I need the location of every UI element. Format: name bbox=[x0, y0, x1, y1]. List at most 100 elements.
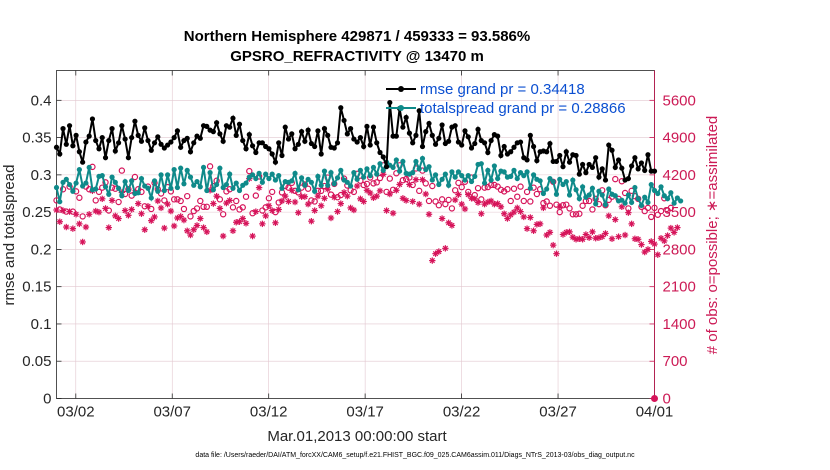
totalspread-point bbox=[191, 182, 197, 188]
y-axis-left: 0 0.05 0.1 0.15 0.2 0.25 0.3 0.35 0.4 bbox=[22, 92, 62, 408]
asterisk-stroke bbox=[227, 197, 233, 204]
obs-assimilated-point bbox=[605, 212, 612, 220]
asterisk-stroke bbox=[612, 216, 618, 223]
rmse-point bbox=[347, 126, 354, 132]
totalspread-point bbox=[145, 185, 151, 191]
obs-assimilated-point bbox=[249, 232, 256, 240]
asterisk-stroke bbox=[344, 193, 351, 199]
chart-title-line2: GPSRO_REFRACTIVITY @ 13470 m bbox=[230, 48, 484, 65]
totalspread-point bbox=[468, 178, 475, 185]
asterisk-stroke bbox=[354, 183, 360, 189]
totalspread-point bbox=[410, 170, 416, 176]
totalspread-point bbox=[351, 170, 357, 176]
asterisk-stroke bbox=[200, 224, 207, 231]
asterisk-stroke bbox=[292, 199, 298, 205]
obs-possible-point bbox=[363, 180, 371, 188]
rmse-point bbox=[357, 134, 364, 141]
totalspread-point bbox=[119, 193, 125, 199]
asterisk-stroke bbox=[459, 201, 465, 207]
asterisk-stroke bbox=[589, 229, 596, 235]
series-totalspread bbox=[53, 155, 684, 209]
obs-assimilated-point bbox=[291, 198, 299, 206]
obs-assimilated-point bbox=[187, 231, 194, 239]
obs-assimilated-point bbox=[419, 176, 426, 183]
obs-assimilated-point bbox=[465, 191, 472, 198]
obs-assimilated-point bbox=[618, 203, 626, 211]
totalspread-point bbox=[276, 173, 282, 179]
totalspread-point bbox=[161, 187, 167, 194]
rmse-point bbox=[602, 177, 609, 183]
rmse-point bbox=[331, 145, 337, 151]
asterisk-stroke bbox=[360, 198, 367, 205]
totalspread-point bbox=[204, 187, 210, 194]
totalspread-point bbox=[233, 180, 239, 186]
obs-assimilated-point bbox=[105, 224, 112, 231]
totalspread-point bbox=[178, 165, 184, 171]
asterisk-stroke bbox=[615, 233, 622, 240]
totalspread-point bbox=[249, 172, 256, 178]
rmse-point bbox=[325, 132, 331, 138]
asterisk-stroke bbox=[331, 194, 337, 200]
obs-possible-point bbox=[654, 211, 661, 218]
totalspread-point bbox=[214, 181, 220, 188]
rmse-point bbox=[429, 132, 435, 138]
asterisk-stroke bbox=[217, 205, 223, 212]
totalspread-point bbox=[664, 196, 671, 202]
totalspread-point bbox=[174, 184, 181, 191]
rmse-point bbox=[302, 138, 308, 144]
totalspread-point bbox=[432, 172, 439, 178]
totalspread-point bbox=[413, 158, 419, 165]
y-right-tick-label: 2100 bbox=[663, 279, 696, 296]
rmse-point bbox=[285, 136, 292, 142]
totalspread-point bbox=[530, 172, 537, 178]
asterisk-stroke bbox=[347, 205, 354, 211]
asterisk-stroke bbox=[664, 232, 671, 239]
obs-possible-point bbox=[317, 187, 325, 195]
obs-possible-point bbox=[523, 188, 531, 196]
obs-possible-point bbox=[304, 185, 312, 192]
asterisk-stroke bbox=[289, 187, 295, 193]
totalspread-point bbox=[318, 182, 324, 188]
rmse-point bbox=[168, 139, 174, 145]
obs-possible-point bbox=[533, 190, 541, 198]
obs-assimilated-point bbox=[184, 227, 191, 234]
obs-assimilated-point bbox=[223, 199, 230, 207]
asterisk-stroke bbox=[191, 227, 197, 233]
totalspread-point bbox=[446, 182, 452, 188]
totalspread-point bbox=[514, 175, 520, 182]
obs-assimilated-point bbox=[321, 195, 328, 202]
asterisk-stroke bbox=[387, 191, 393, 197]
totalspread-point bbox=[429, 177, 435, 183]
asterisk-stroke bbox=[481, 201, 488, 207]
asterisk-stroke bbox=[436, 248, 442, 255]
y-left-tick-label: 0.4 bbox=[31, 92, 52, 109]
obs-assimilated-point bbox=[180, 216, 188, 224]
asterisk-stroke bbox=[413, 176, 419, 183]
obs-possible-point bbox=[612, 175, 619, 183]
rmse-point bbox=[419, 143, 426, 150]
totalspread-point bbox=[580, 184, 586, 190]
asterisk-stroke bbox=[240, 215, 246, 222]
asterisk-stroke bbox=[606, 213, 612, 219]
rmse-point bbox=[593, 155, 599, 161]
asterisk-stroke bbox=[655, 252, 661, 258]
asterisk-stroke bbox=[550, 242, 556, 248]
obs-assimilated-point bbox=[56, 218, 63, 225]
data-file-footnote: data file: /Users/raeder/DAI/ATM_forcXX/… bbox=[195, 452, 635, 459]
obs-assimilated-point bbox=[314, 192, 322, 200]
totalspread-point bbox=[155, 188, 161, 194]
rmse-point bbox=[619, 165, 625, 171]
totalspread-point bbox=[364, 166, 370, 172]
obs-assimilated-point bbox=[161, 224, 168, 232]
rmse-point bbox=[426, 120, 432, 127]
totalspread-point bbox=[377, 161, 383, 167]
obs-assimilated-point bbox=[170, 222, 178, 230]
obs-assimilated-point bbox=[344, 192, 351, 200]
obs-assimilated-point bbox=[425, 211, 433, 218]
totalspread-point bbox=[187, 174, 194, 180]
x-tick-label: 03/07 bbox=[153, 404, 191, 421]
obs-assimilated-point bbox=[255, 184, 263, 191]
obs-assimilated-point bbox=[589, 228, 596, 236]
obs-assimilated-point bbox=[203, 228, 211, 236]
rmse-point bbox=[96, 146, 102, 152]
